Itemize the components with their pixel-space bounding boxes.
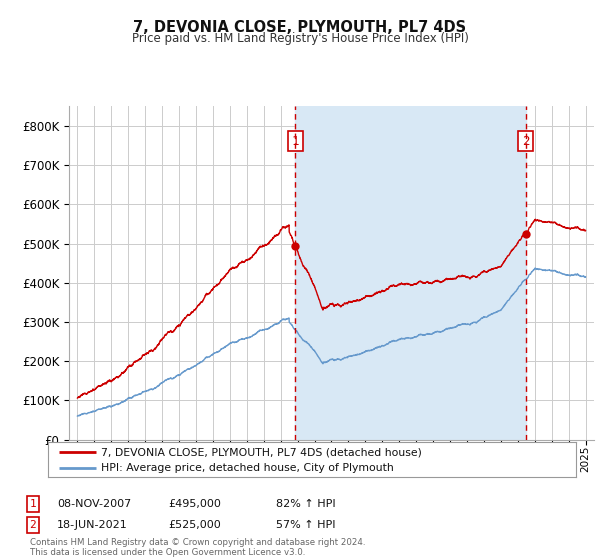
Text: 7, DEVONIA CLOSE, PLYMOUTH, PL7 4DS: 7, DEVONIA CLOSE, PLYMOUTH, PL7 4DS xyxy=(133,20,467,35)
Text: £495,000: £495,000 xyxy=(168,499,221,509)
Text: Contains HM Land Registry data © Crown copyright and database right 2024.
This d: Contains HM Land Registry data © Crown c… xyxy=(30,538,365,557)
Text: HPI: Average price, detached house, City of Plymouth: HPI: Average price, detached house, City… xyxy=(101,464,394,473)
Text: 2: 2 xyxy=(29,520,37,530)
Text: 18-JUN-2021: 18-JUN-2021 xyxy=(57,520,128,530)
Text: 57% ↑ HPI: 57% ↑ HPI xyxy=(276,520,335,530)
Text: 82% ↑ HPI: 82% ↑ HPI xyxy=(276,499,335,509)
Text: £525,000: £525,000 xyxy=(168,520,221,530)
Text: Price paid vs. HM Land Registry's House Price Index (HPI): Price paid vs. HM Land Registry's House … xyxy=(131,32,469,45)
Bar xyxy=(295,106,526,440)
Text: 1: 1 xyxy=(292,135,299,148)
Text: 1: 1 xyxy=(29,499,37,509)
Text: 08-NOV-2007: 08-NOV-2007 xyxy=(57,499,131,509)
Text: 7, DEVONIA CLOSE, PLYMOUTH, PL7 4DS (detached house): 7, DEVONIA CLOSE, PLYMOUTH, PL7 4DS (det… xyxy=(101,447,422,457)
Text: 2: 2 xyxy=(522,135,529,148)
